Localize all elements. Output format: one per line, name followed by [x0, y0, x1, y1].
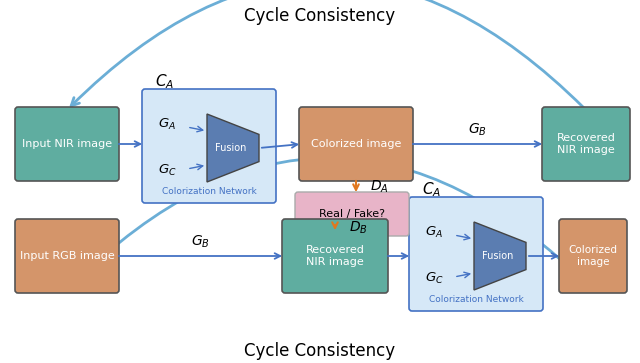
FancyBboxPatch shape: [282, 219, 388, 293]
FancyBboxPatch shape: [15, 219, 119, 293]
Text: $G_A$: $G_A$: [158, 117, 176, 131]
Text: Colorized image: Colorized image: [311, 139, 401, 149]
Text: $C_A$: $C_A$: [422, 181, 442, 199]
Text: Fusion: Fusion: [482, 251, 513, 261]
Polygon shape: [474, 222, 526, 290]
FancyBboxPatch shape: [142, 89, 276, 203]
Text: $G_C$: $G_C$: [425, 270, 444, 286]
Text: Recovered
NIR image: Recovered NIR image: [305, 245, 364, 267]
Text: $D_A$: $D_A$: [370, 178, 388, 195]
Text: Input RGB image: Input RGB image: [20, 251, 115, 261]
FancyBboxPatch shape: [542, 107, 630, 181]
Text: Fusion: Fusion: [214, 143, 246, 153]
FancyBboxPatch shape: [15, 107, 119, 181]
Text: Colorization Network: Colorization Network: [162, 188, 257, 196]
Text: Cycle Consistency: Cycle Consistency: [244, 7, 396, 25]
Text: $G_B$: $G_B$: [468, 122, 487, 138]
Text: $C_A$: $C_A$: [156, 73, 175, 91]
Text: Recovered
NIR image: Recovered NIR image: [557, 133, 616, 155]
Text: $G_B$: $G_B$: [191, 234, 210, 250]
Text: Input NIR image: Input NIR image: [22, 139, 112, 149]
FancyBboxPatch shape: [295, 192, 409, 236]
FancyBboxPatch shape: [559, 219, 627, 293]
Text: Cycle Consistency: Cycle Consistency: [244, 342, 396, 360]
FancyBboxPatch shape: [299, 107, 413, 181]
FancyBboxPatch shape: [409, 197, 543, 311]
Text: Colorization Network: Colorization Network: [429, 295, 524, 305]
Text: $G_C$: $G_C$: [157, 163, 177, 178]
Text: $D_B$: $D_B$: [349, 219, 368, 236]
Text: $G_A$: $G_A$: [425, 224, 443, 240]
Polygon shape: [207, 114, 259, 182]
Text: Colorized
image: Colorized image: [568, 245, 618, 267]
Text: Real / Fake?: Real / Fake?: [319, 209, 385, 219]
